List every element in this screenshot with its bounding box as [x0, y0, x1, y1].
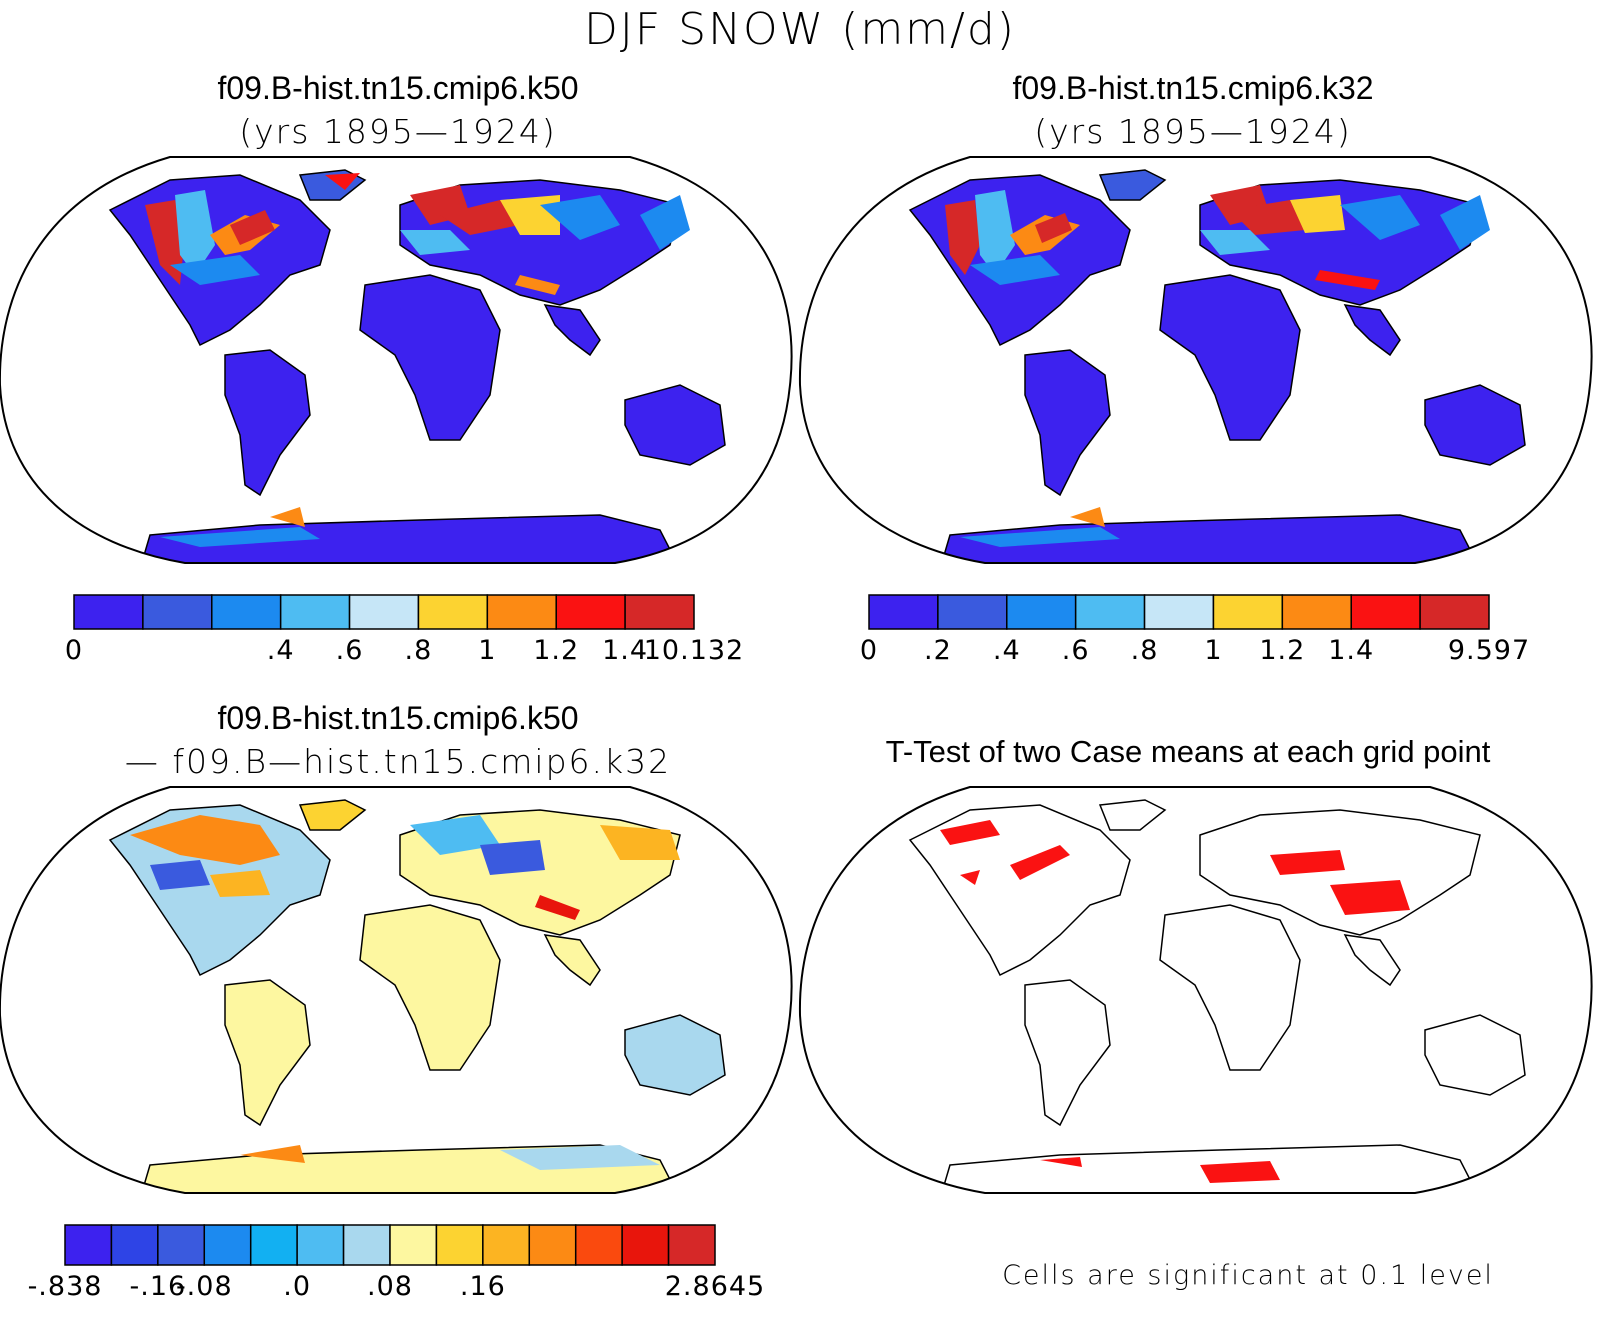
- colorbar-diff-swatch-10: [528, 1224, 577, 1266]
- colorbar-k32-tick-label: 1.2: [1259, 635, 1305, 666]
- colorbar-k50-tick-label: .6: [336, 635, 364, 666]
- colorbar-k32-swatch-3: [1074, 594, 1146, 630]
- colorbar-diff-swatch-2: [157, 1224, 206, 1266]
- panel-k32-title: f09.B-hist.tn15.cmip6.k32: [1012, 70, 1374, 106]
- panel-k50-subtitle: (yrs 1895—1924): [239, 112, 557, 151]
- colorbar-k50-swatch-0: [73, 594, 144, 630]
- colorbar-k50-tick-label: 10.132: [644, 635, 744, 666]
- colorbar-diff-swatch-12: [621, 1224, 670, 1266]
- map-ttest-fill: [800, 787, 1592, 1193]
- panel-ttest-title: T-Test of two Case means at each grid po…: [885, 734, 1491, 769]
- map-k50: [0, 156, 793, 564]
- colorbar-k50-swatch-2: [211, 594, 282, 630]
- colorbar-diff-tick-label: -.08: [176, 1271, 233, 1302]
- colorbar-diff-tick-label: .16: [460, 1271, 506, 1302]
- colorbar-k32-tick-label: .8: [1131, 635, 1159, 666]
- colorbar-k32-swatch-8: [1419, 594, 1490, 630]
- panel-ttest-footer: Cells are significant at 0.1 level: [1002, 1260, 1494, 1291]
- map-diff: [0, 786, 793, 1194]
- colorbar-k32-tick-label: .6: [1062, 635, 1090, 666]
- colorbar-k50-tick-label: 1: [478, 635, 496, 666]
- map-k32: [798, 156, 1593, 564]
- colorbar-diff-tick-label: -.838: [28, 1271, 103, 1302]
- colorbar-diff-swatch-8: [435, 1224, 484, 1266]
- colorbar-k32-swatch-4: [1143, 594, 1215, 630]
- colorbar-diff-swatch-13: [667, 1224, 716, 1266]
- colorbar-k32-tick-label: 1.4: [1328, 635, 1374, 666]
- map-k50-fill: [0, 157, 792, 563]
- colorbar-k50-tick-label: .4: [267, 635, 295, 666]
- colorbar-k50-tick-label: .8: [405, 635, 433, 666]
- colorbar-k32-tick-label: 1: [1204, 635, 1222, 666]
- colorbar-diff-swatch-6: [342, 1224, 391, 1266]
- colorbar-diff-swatch-3: [203, 1224, 252, 1266]
- colorbar-k50-swatch-8: [624, 594, 695, 630]
- colorbar-k50-tick-label: 0: [65, 635, 83, 666]
- map-k32-fill: [800, 157, 1592, 563]
- colorbar-diff-swatch-0: [64, 1224, 113, 1266]
- colorbar-k50-tick-label: 1.2: [533, 635, 579, 666]
- panel-k50-title: f09.B-hist.tn15.cmip6.k50: [217, 70, 579, 106]
- colorbar-k50-tick-label: 1.4: [602, 635, 648, 666]
- colorbar-k32-swatch-0: [868, 594, 939, 630]
- colorbar-k50-swatch-6: [486, 594, 557, 630]
- colorbar-k50-swatch-3: [279, 594, 351, 630]
- figure-title: DJF SNOW (mm/d): [584, 4, 1016, 55]
- colorbar-diff-tick-label: -.16: [130, 1271, 187, 1302]
- colorbar-diff-swatch-11: [574, 1224, 623, 1266]
- colorbar-k32-tick-label: 0: [860, 635, 878, 666]
- colorbar-diff: -.838 -.16-.08 .0 .08 .16 2.8645: [28, 1224, 765, 1302]
- colorbar-k32-swatch-5: [1212, 594, 1284, 630]
- map-ttest: [798, 786, 1593, 1194]
- colorbar-k32: 0 .2 .4 .6 .8 1 1.2 1.4 9.597: [860, 594, 1530, 666]
- colorbar-k32-tick-label: 9.597: [1448, 635, 1530, 666]
- colorbar-diff-swatch-7: [389, 1224, 438, 1266]
- colorbar-k32-swatch-7: [1350, 594, 1421, 630]
- colorbar-diff-swatch-4: [249, 1224, 298, 1266]
- map-diff-fill: [0, 787, 792, 1193]
- colorbar-k32-swatch-6: [1281, 594, 1352, 630]
- colorbar-k50: 0 .4 .6 .8 1 1.2 1.410.132: [65, 594, 744, 666]
- colorbar-diff-swatch-1: [110, 1224, 159, 1266]
- colorbar-k50-swatch-5: [417, 594, 489, 630]
- colorbar-k50-swatch-1: [142, 594, 213, 630]
- colorbar-diff-tick-label: .08: [367, 1271, 413, 1302]
- colorbar-k32-tick-label: .2: [924, 635, 952, 666]
- panel-k32-subtitle: (yrs 1895—1924): [1034, 112, 1352, 151]
- colorbar-diff-tick-label: 2.8645: [665, 1271, 765, 1302]
- colorbar-diff-swatch-5: [296, 1224, 345, 1266]
- panel-diff-subtitle: — f09.B—hist.tn15.cmip6.k32: [124, 742, 672, 781]
- colorbar-k50-swatch-4: [348, 594, 420, 630]
- colorbar-k32-swatch-2: [1006, 594, 1077, 630]
- colorbar-k50-swatch-7: [555, 594, 626, 630]
- colorbar-k32-tick-label: .4: [993, 635, 1021, 666]
- colorbar-k32-swatch-1: [937, 594, 1008, 630]
- panel-diff-title: f09.B-hist.tn15.cmip6.k50: [217, 700, 579, 736]
- colorbar-diff-tick-label: .0: [283, 1271, 311, 1302]
- colorbar-diff-swatch-9: [482, 1224, 531, 1266]
